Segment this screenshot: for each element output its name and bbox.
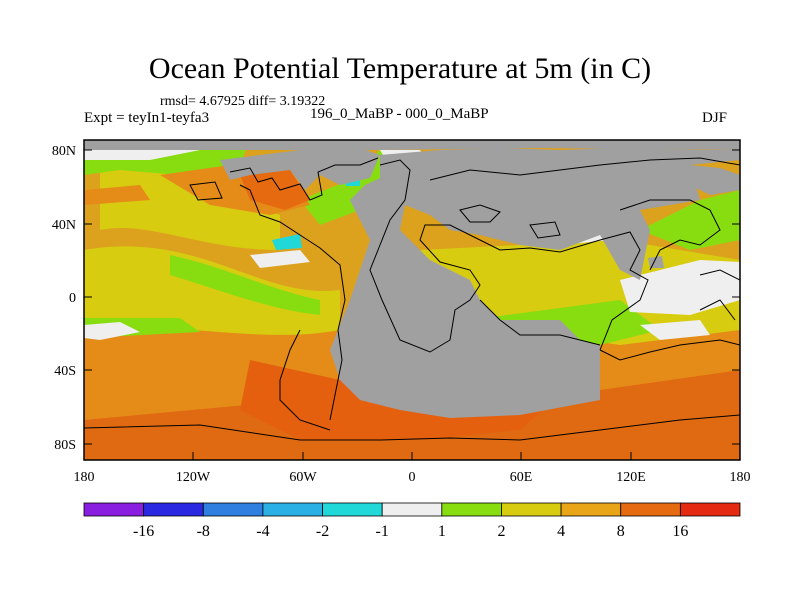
green-patch-north-atlantic (300, 150, 400, 225)
colorbar-label: 4 (557, 523, 565, 540)
y-tick-label: 0 (69, 291, 76, 306)
colorbar-label: -1 (376, 523, 389, 540)
colorbar-label: 16 (672, 523, 688, 540)
colorbar-swatch (322, 502, 383, 517)
colorbar-label: 1 (438, 523, 446, 540)
y-tick-label: 80N (52, 144, 76, 159)
x-tick-label: 60W (289, 470, 317, 485)
colorbar-swatch (202, 502, 264, 517)
white-patch-east (620, 260, 740, 315)
x-tick-label: 0 (409, 470, 416, 485)
colorbar-label: -4 (256, 523, 269, 540)
colorbar-label: -8 (197, 523, 210, 540)
green-patch-east (640, 190, 740, 250)
white-patch-central (250, 250, 310, 268)
white-patch-pacific (84, 322, 140, 340)
colorbar-swatch (262, 502, 323, 517)
subtitle-label: 196_0_MaBP - 000_0_MaBP (310, 106, 489, 122)
colorbar-label: 8 (617, 523, 625, 540)
season-label: DJF (702, 110, 728, 126)
x-tick-label: 120W (176, 470, 211, 485)
map-title: Ocean Potential Temperature at 5m (in C) (148, 52, 652, 85)
cyan-patch-west (272, 234, 302, 250)
y-tick-label: 80S (54, 438, 76, 453)
colorbar-label: -16 (133, 523, 154, 540)
colorbar-swatch (620, 502, 681, 517)
coastlines (84, 140, 740, 441)
colorbar-swatch (83, 502, 145, 517)
x-tick-label: 60E (510, 470, 533, 485)
stats-label: rmsd= 4.67925 diff= 3.19322 (160, 94, 326, 109)
x-tick-label: 180 (74, 470, 95, 485)
north-pacific-band (100, 168, 280, 250)
experiment-label: Expt = teyIn1-teyfa3 (84, 110, 210, 126)
orange-patch-west (84, 185, 150, 205)
green-patch-tropics (170, 255, 320, 315)
colorbar-label: 2 (497, 523, 505, 540)
colorbar-swatch (501, 502, 562, 517)
x-tick-label: 120E (616, 470, 646, 485)
north-america-land (220, 148, 380, 190)
map-plot-area (84, 140, 740, 460)
arctic-land (84, 140, 740, 150)
colorbar: -16 -8 -4 -2 -1 1 2 4 8 16 (83, 502, 741, 540)
colorbar-swatch (560, 502, 622, 517)
colorbar-swatch (679, 502, 741, 517)
x-tick-label: 180 (730, 470, 751, 485)
axis-ticks (83, 149, 741, 460)
tropical-pacific-band (84, 246, 340, 335)
y-tick-label: 40N (52, 218, 76, 233)
east-asia-land (690, 165, 740, 195)
colorbar-label: -2 (316, 523, 329, 540)
colorbar-swatch (143, 502, 204, 517)
y-tick-label: 40S (54, 364, 76, 379)
colorbar-swatch (381, 502, 443, 517)
red-patch-north-pacific (240, 170, 310, 210)
white-patch-southeast (640, 320, 710, 340)
colorbar-swatch (441, 502, 502, 517)
